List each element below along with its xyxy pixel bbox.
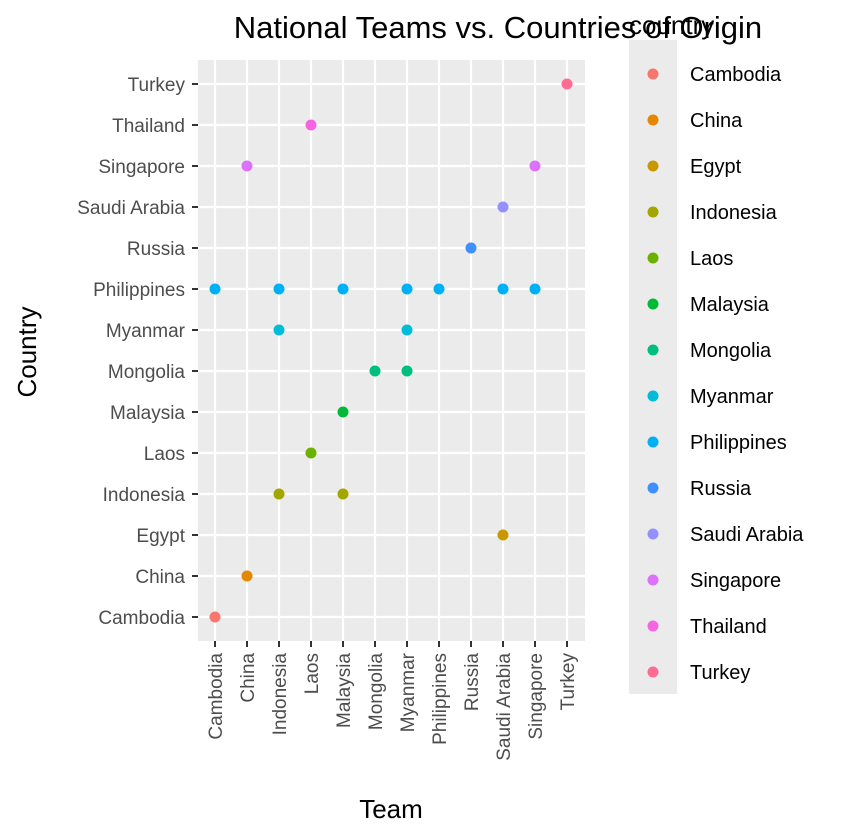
plot-panel	[198, 60, 585, 641]
data-point	[305, 119, 317, 131]
legend-key	[647, 482, 659, 494]
data-point	[529, 160, 541, 172]
data-point	[273, 324, 285, 336]
data-point	[241, 160, 253, 172]
y-tick-label: Laos	[144, 444, 185, 465]
y-tick-label: Saudi Arabia	[77, 198, 185, 219]
data-point	[337, 406, 349, 418]
legend-key	[647, 160, 659, 172]
legend-label: Mongolia	[690, 340, 772, 362]
legend-label: Egypt	[690, 156, 742, 178]
x-tick-label: China	[238, 653, 259, 703]
legend-key	[647, 114, 659, 126]
y-tick-label: Mongolia	[108, 362, 186, 383]
data-point	[401, 324, 413, 336]
legend-label: Russia	[690, 478, 752, 500]
y-tick-label: Malaysia	[110, 403, 185, 424]
legend-key	[647, 528, 659, 540]
y-tick-label: Indonesia	[103, 485, 186, 506]
y-tick-label: Thailand	[112, 116, 185, 137]
legend-key	[647, 666, 659, 678]
legend-key	[647, 436, 659, 448]
legend-key	[647, 206, 659, 218]
legend-label: Saudi Arabia	[690, 524, 804, 546]
x-tick-label: Cambodia	[206, 653, 227, 740]
x-tick-label: Saudi Arabia	[494, 653, 515, 761]
data-point	[273, 283, 285, 295]
legend-label: Indonesia	[690, 202, 778, 224]
y-tick-label: Egypt	[136, 526, 185, 547]
y-tick-label: China	[135, 567, 185, 588]
data-points	[209, 78, 573, 623]
data-point	[497, 201, 509, 213]
x-tick-label: Turkey	[558, 653, 579, 711]
x-tick-label: Singapore	[526, 653, 547, 740]
panel-background	[198, 60, 585, 641]
x-axis: Cambodia China Indonesia Laos Malaysia Mongol…	[206, 641, 579, 761]
y-tick-label: Russia	[127, 239, 186, 260]
legend-label: Cambodia	[690, 64, 782, 86]
legend-key	[647, 298, 659, 310]
data-point	[433, 283, 445, 295]
legend-label: Singapore	[690, 570, 781, 592]
data-point	[209, 611, 221, 623]
y-axis-title: Country	[12, 306, 42, 397]
x-tick-label: Malaysia	[334, 653, 355, 728]
legend-key	[647, 620, 659, 632]
data-point	[497, 283, 509, 295]
legend-key	[647, 68, 659, 80]
legend-title: country	[629, 10, 714, 40]
data-point	[497, 529, 509, 541]
x-axis-title: Team	[359, 794, 423, 824]
x-tick-label: Myanmar	[398, 652, 419, 732]
legend-key	[647, 252, 659, 264]
legend-key	[647, 574, 659, 586]
data-point	[273, 488, 285, 500]
y-axis: Cambodia China Egypt Indonesia Laos Malaysia M…	[77, 75, 198, 629]
legend-key-background	[629, 40, 677, 694]
legend-label: Philippines	[690, 432, 787, 454]
data-point	[401, 283, 413, 295]
legend-label: Malaysia	[690, 294, 770, 316]
data-point	[465, 242, 477, 254]
grid-lines	[198, 60, 585, 641]
data-point	[561, 78, 573, 90]
data-point	[337, 488, 349, 500]
chart-title: National Teams vs. Countries of Origin	[234, 10, 762, 45]
legend-label: Thailand	[690, 616, 767, 638]
legend: country Cambodia China Egypt Indonesia Laos M…	[629, 10, 804, 694]
x-tick-label: Philippines	[430, 653, 451, 745]
legend-label: Turkey	[690, 662, 750, 684]
legend-label: Myanmar	[690, 386, 774, 408]
y-tick-label: Turkey	[128, 75, 186, 96]
data-point	[209, 283, 221, 295]
legend-label: Laos	[690, 248, 733, 270]
x-tick-label: Laos	[302, 653, 323, 694]
x-tick-label: Indonesia	[270, 653, 291, 736]
data-point	[369, 365, 381, 377]
data-point	[305, 447, 317, 459]
x-tick-label: Mongolia	[366, 653, 387, 731]
legend-key	[647, 390, 659, 402]
legend-label: China	[690, 110, 743, 132]
legend-items: Cambodia China Egypt Indonesia Laos Malaysia M…	[647, 64, 804, 684]
y-tick-label: Cambodia	[98, 608, 185, 629]
data-point	[241, 570, 253, 582]
data-point	[529, 283, 541, 295]
legend-key	[647, 344, 659, 356]
data-point	[337, 283, 349, 295]
y-tick-label: Singapore	[98, 157, 185, 178]
y-tick-label: Myanmar	[106, 321, 186, 342]
x-tick-label: Russia	[462, 653, 483, 712]
y-tick-label: Philippines	[93, 280, 185, 301]
data-point	[401, 365, 413, 377]
